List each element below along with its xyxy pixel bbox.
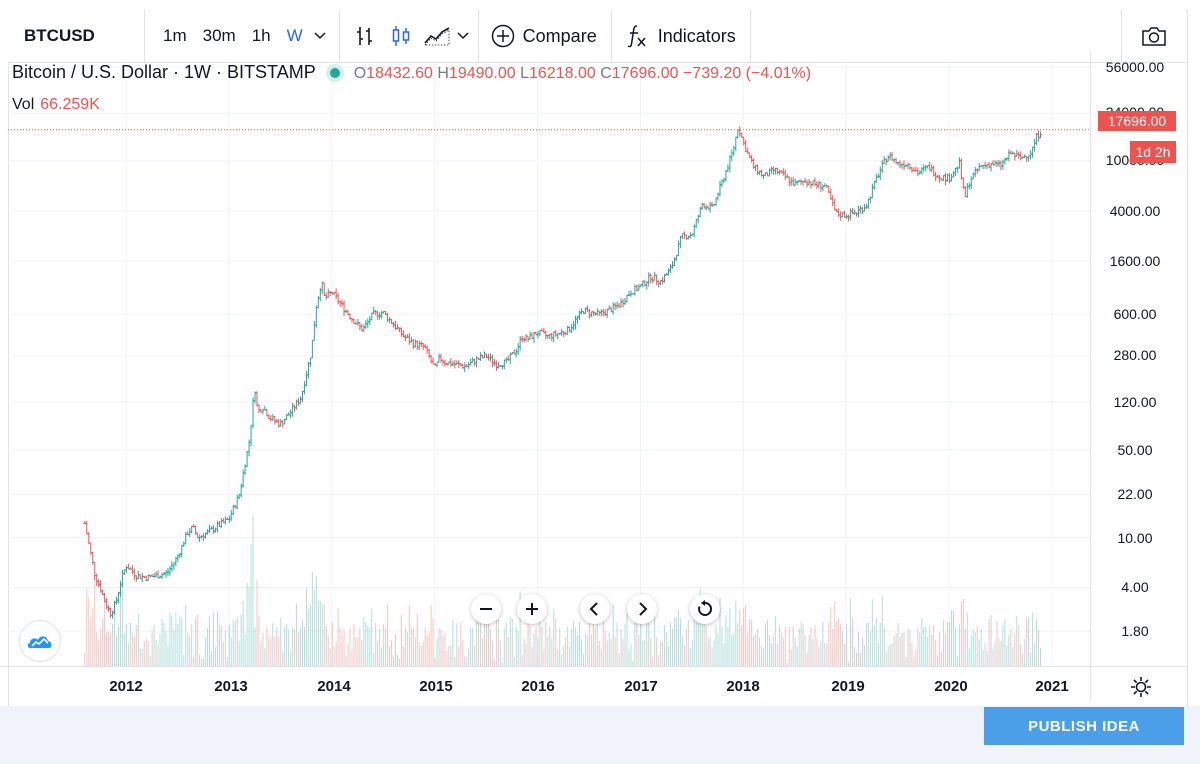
year-tick: 2015 (419, 678, 453, 695)
bar-countdown-tag: 1d 2h (1130, 141, 1176, 163)
year-tick: 2018 (726, 678, 760, 695)
year-tick: 2012 (109, 678, 143, 695)
price-tick: 1600.00 (1109, 253, 1161, 269)
plus-circle-icon (491, 24, 514, 48)
chart-legend: Bitcoin / U.S. Dollar · 1W · BITSTAMP O18… (12, 62, 811, 83)
plus-icon (526, 603, 538, 615)
price-tick: 4.00 (1121, 579, 1149, 595)
volume-label: Vol (12, 96, 35, 113)
price-tick: 50.00 (1117, 442, 1153, 458)
ohlc-values: O18432.60 H19490.00 L16218.00 C17696.00 … (354, 65, 811, 82)
tradingview-logo[interactable] (19, 620, 61, 662)
indicators-label: Indicators (657, 25, 736, 46)
chart-frame (8, 10, 1188, 708)
open-label: O (353, 65, 367, 82)
year-tick: 2013 (214, 678, 248, 695)
volume-value: 66.259K (40, 96, 100, 113)
high-value: 19490.00 (448, 65, 516, 82)
time-axis-divider (0, 666, 1188, 667)
year-tick: 2017 (624, 678, 658, 695)
price-tick: 10.00 (1117, 530, 1153, 546)
symbol-name[interactable]: BTCUSD (24, 26, 95, 45)
volume-legend: Vol 66.259K (12, 96, 100, 114)
year-tick: 2014 (317, 678, 351, 695)
publish-idea-button[interactable]: PUBLISH IDEA (984, 707, 1184, 745)
candles-icon[interactable] (384, 19, 418, 53)
minus-icon (480, 608, 492, 610)
top-toolbar: BTCUSD 1m 30m 1h W Compare Indicators (8, 10, 1186, 63)
market-status-icon (329, 67, 340, 78)
interval-1h[interactable]: 1h (251, 26, 271, 45)
low-label: L (520, 65, 530, 82)
price-axis-divider (1090, 52, 1091, 700)
bars-icon[interactable] (348, 19, 382, 53)
zoom-in-button[interactable] (517, 594, 547, 624)
open-value: 18432.60 (366, 65, 433, 82)
indicators-button[interactable]: Indicators (612, 10, 751, 62)
reset-chart-button[interactable] (690, 594, 720, 624)
year-tick: 2021 (1035, 678, 1069, 695)
area-icon[interactable] (420, 19, 454, 53)
close-label: C (600, 65, 612, 82)
chevron-down-icon[interactable] (456, 32, 470, 40)
price-tick: 280.00 (1113, 347, 1157, 363)
interval-group: 1m 30m 1h W (145, 10, 340, 62)
price-tick: 4000.00 (1109, 203, 1161, 219)
scroll-left-button[interactable] (580, 594, 610, 624)
gear-icon[interactable] (1130, 676, 1152, 698)
year-tick: 2019 (831, 678, 865, 695)
fx-icon (627, 25, 646, 48)
interval-weekly[interactable]: W (286, 26, 303, 45)
year-tick: 2020 (934, 678, 968, 695)
symbol-search[interactable]: BTCUSD (8, 10, 145, 62)
reset-icon (698, 600, 713, 616)
price-tick: 120.00 (1113, 394, 1157, 410)
year-tick: 2016 (521, 678, 555, 695)
chevron-down-icon[interactable] (313, 32, 327, 40)
price-tick: 600.00 (1113, 306, 1157, 322)
last-price-tag: 17696.00 (1098, 111, 1176, 131)
interval-30m[interactable]: 30m (202, 26, 236, 45)
symbol-title[interactable]: Bitcoin / U.S. Dollar · 1W · BITSTAMP (12, 62, 316, 82)
price-tick: 56000.00 (1105, 59, 1165, 75)
zoom-out-button[interactable] (471, 594, 501, 624)
price-tick: 22.00 (1117, 486, 1153, 502)
high-label: H (437, 65, 449, 82)
chart-style-group (340, 10, 479, 62)
compare-button[interactable]: Compare (479, 10, 612, 62)
interval-1m[interactable]: 1m (163, 26, 187, 45)
close-value: 17696.00 (611, 65, 679, 82)
low-value: 16218.00 (529, 65, 596, 82)
cloud-logo-icon (27, 636, 52, 648)
camera-icon (1142, 27, 1166, 46)
snapshot-button[interactable] (1121, 10, 1186, 62)
chevron-right-icon (639, 602, 648, 616)
chevron-left-icon (589, 602, 598, 616)
compare-label: Compare (522, 25, 597, 46)
scroll-right-button[interactable] (627, 594, 657, 624)
price-tick: 1.80 (1121, 623, 1149, 639)
change-value: −739.20 (−4.01%) (682, 65, 812, 82)
